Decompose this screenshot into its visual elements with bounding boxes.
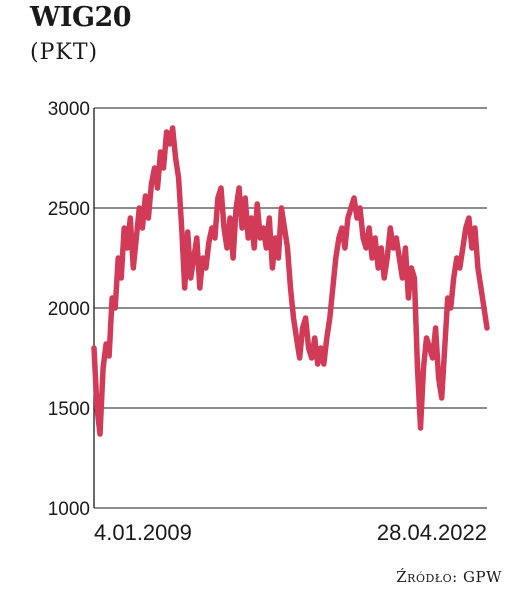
- x-label-end: 28.04.2022: [377, 520, 487, 545]
- chart-title: WIG20: [30, 2, 132, 33]
- series-line-wig20: [91, 125, 490, 437]
- source-note: Źródło: GPW: [396, 568, 502, 586]
- y-tick-label-1000: 1000: [48, 499, 90, 520]
- y-axis: 1000 1500 2000 2500 3000: [48, 99, 90, 520]
- y-tick-label-2000: 2000: [48, 299, 90, 320]
- y-tick-label-3000: 3000: [48, 99, 90, 120]
- y-tick-label-1500: 1500: [48, 399, 90, 420]
- source-value: GPW: [463, 568, 502, 586]
- series-layer: [91, 125, 490, 437]
- x-label-start: 4.01.2009: [94, 520, 192, 545]
- x-axis-labels: 4.01.2009 28.04.2022: [94, 520, 487, 545]
- chart-unit: (PKT): [30, 40, 99, 65]
- y-tick-label-2500: 2500: [48, 199, 90, 220]
- source-label: Źródło:: [396, 568, 458, 586]
